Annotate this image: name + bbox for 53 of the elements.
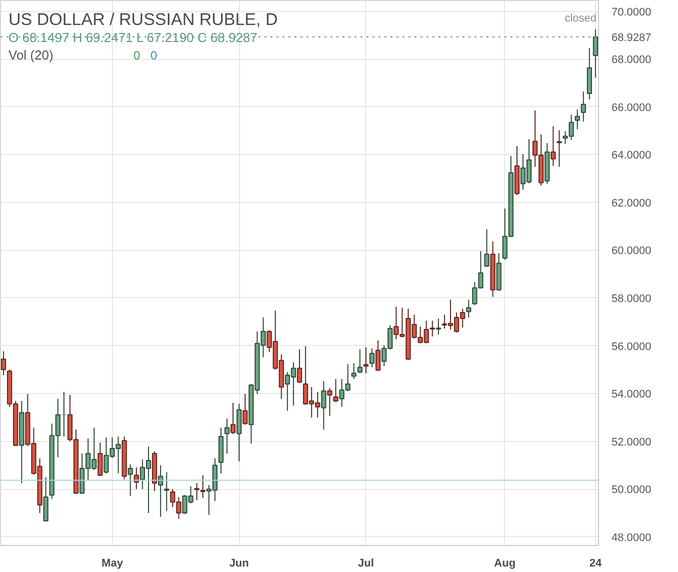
y-tick-label: 48.0000 — [612, 532, 652, 544]
candlestick — [164, 472, 170, 512]
candlestick — [375, 340, 381, 372]
candlestick — [194, 482, 200, 501]
annotation: closed — [564, 12, 596, 24]
candlestick — [200, 474, 206, 498]
candlestick — [369, 348, 375, 368]
annotation: 0 — [134, 48, 140, 63]
y-tick-label: 58.0000 — [612, 292, 652, 305]
candlestick — [333, 378, 338, 402]
candlestick — [98, 442, 103, 476]
candlestick — [574, 108, 580, 130]
y-tick-label: 66.0000 — [612, 102, 652, 114]
y-tick-label: 70.0000 — [612, 6, 652, 18]
candlestick — [550, 126, 556, 166]
candlestick — [128, 464, 133, 497]
candlestick — [363, 346, 368, 374]
candlestick — [43, 476, 48, 522]
x-tick-label: Jul — [358, 558, 374, 570]
x-tick-label: May — [102, 558, 124, 570]
candlestick — [242, 394, 248, 426]
annotation: Vol (20) — [8, 48, 54, 63]
candlestick — [224, 418, 230, 454]
candlestick — [357, 348, 362, 374]
y-tick-label: 68.0000 — [612, 54, 652, 66]
candlestick — [592, 28, 598, 78]
y-tick-label: 54.0000 — [612, 388, 652, 401]
ref-line-label: 68.9287 — [612, 32, 652, 44]
candlestick — [296, 348, 302, 384]
candlestick — [484, 228, 490, 268]
candlestick — [321, 380, 326, 430]
y-tick-label: 64.0000 — [612, 150, 652, 162]
y-tick-label: 62.0000 — [612, 197, 652, 210]
y-tick-label: 56.0000 — [612, 340, 652, 353]
candlestick — [327, 388, 332, 416]
candlestick — [0, 350, 6, 376]
x-tick-label: Jun — [229, 558, 250, 570]
candlestick — [158, 464, 164, 518]
annotation: 0 — [150, 48, 158, 63]
x-tick-label: Aug — [494, 558, 516, 570]
candlestick — [236, 403, 242, 462]
candlestick — [436, 318, 441, 336]
text: US DOLLAR / RUSSIAN RUBLE, D — [8, 10, 278, 29]
annotation: O 68.1497 H 69.2471 L 67.2190 C 68.9287 — [8, 30, 258, 45]
candlestick — [351, 362, 356, 380]
candlestick — [230, 402, 236, 435]
candlestick — [580, 91, 586, 122]
candlestick — [556, 130, 562, 168]
x-tick-label: 24 — [589, 558, 602, 570]
y-tick-label: 60.0000 — [612, 245, 652, 258]
y-tick-label: 50.0000 — [612, 484, 652, 496]
y-tick-label: 52.0000 — [612, 436, 652, 448]
candlestick — [466, 299, 472, 318]
